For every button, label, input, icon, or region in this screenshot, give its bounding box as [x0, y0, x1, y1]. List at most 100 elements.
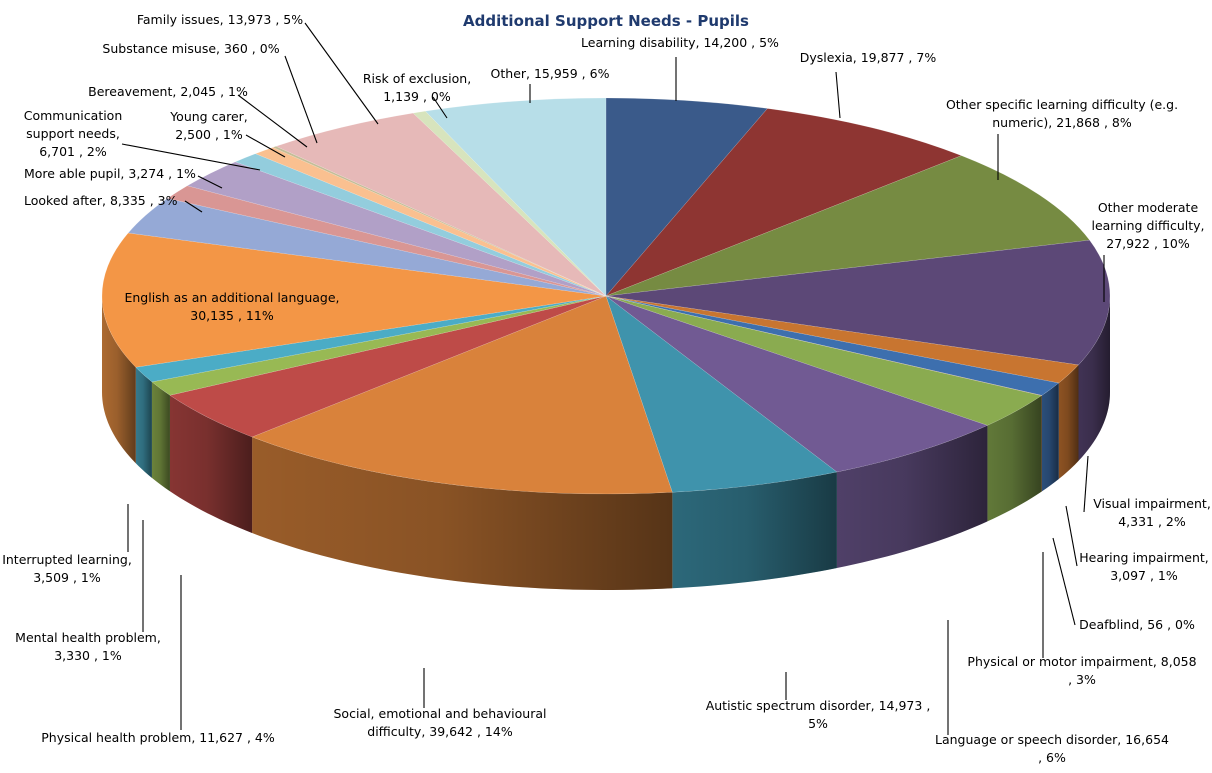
- data-label-line: Risk of exclusion,: [363, 71, 471, 86]
- data-label-line: 4,331 , 2%: [1118, 514, 1186, 529]
- data-label-physical-health-problem: Physical health problem, 11,627 , 4%: [41, 730, 275, 745]
- pie-slice-communication-support-needs: [186, 161, 607, 297]
- leader-line-looked-after: [184, 200, 203, 213]
- pie-slice-bereavement: [255, 147, 607, 297]
- pie-slice-physical-health-problem: [169, 295, 607, 438]
- data-label-line: Other specific learning difficulty (e.g.: [946, 97, 1178, 112]
- pie-slice-interrupted-learning: [135, 295, 607, 383]
- data-label-deafblind: Deafblind, 56 , 0%: [1079, 617, 1195, 632]
- leader-line-dyslexia: [835, 71, 841, 119]
- data-label-line: Visual impairment,: [1093, 496, 1211, 511]
- pie-slice-language-or-speech-disorder: [605, 295, 988, 473]
- data-label-language-or-speech-disorder: Language or speech disorder, 16,654 , 6%: [935, 732, 1169, 765]
- data-label-social-emotional-and-behavioural-difficulty: Social, emotional and behavioural difficu…: [334, 706, 547, 739]
- data-label-communication-support-needs: Communication support needs, 6,701 , 2%: [24, 108, 123, 159]
- data-label-line: numeric), 21,868 , 8%: [992, 115, 1132, 130]
- data-label-line: 27,922 , 10%: [1106, 236, 1190, 251]
- pie-slice-mental-health-problem: [151, 295, 607, 396]
- data-label-line: Interrupted learning,: [2, 552, 132, 567]
- data-label-line: difficulty, 39,642 , 14%: [367, 724, 513, 739]
- data-label-line: Family issues, 13,973 , 5%: [137, 12, 303, 27]
- pie-side-physical-health-problem-shade: [169, 395, 253, 533]
- leader-line-young-carer: [245, 134, 286, 158]
- leader-line-communication-support-needs: [121, 143, 261, 171]
- data-label-line: Hearing impairment,: [1079, 550, 1209, 565]
- data-label-risk-of-exclusion: Risk of exclusion, 1,139 , 0%: [363, 71, 471, 104]
- data-label-line: Other, 15,959 , 6%: [491, 66, 610, 81]
- data-label-line: 3,097 , 1%: [1110, 568, 1178, 583]
- data-label-line: Substance misuse, 360 , 0%: [102, 41, 279, 56]
- data-label-other-specific-learning-difficulty-e-g-numeric: Other specific learning difficulty (e.g.…: [946, 97, 1178, 130]
- data-label-line: learning difficulty,: [1091, 218, 1204, 233]
- chart-title: Additional Support Needs - Pupils: [463, 12, 749, 30]
- pie-slice-visual-impairment: [605, 295, 1079, 384]
- pie-slice-other: [424, 97, 607, 297]
- pie-slice-other-moderate-learning-difficulty: [605, 239, 1111, 366]
- leader-line-substance-misuse: [284, 55, 318, 144]
- leader-line-visual-impairment: [1083, 455, 1089, 513]
- data-label-line: Physical health problem, 11,627 , 4%: [41, 730, 275, 745]
- pie-slice-learning-disability: [605, 97, 768, 297]
- pie-slice-other-specific-learning-difficulty-e-g-numeric: [605, 155, 1090, 297]
- data-label-line: 1,139 , 0%: [383, 89, 451, 104]
- pie-side-physical-or-motor-impairment-shade: [987, 395, 1042, 522]
- pie-side-visual-impairment-shade: [1058, 364, 1079, 479]
- pie-side-language-or-speech-disorder-shade: [836, 425, 988, 568]
- data-label-line: , 3%: [1068, 672, 1096, 687]
- leader-line-risk-of-exclusion: [432, 96, 448, 119]
- data-label-english-as-an-additional-language: English as an additional language, 30,135…: [124, 290, 339, 323]
- data-label-autistic-spectrum-disorder: Autistic spectrum disorder, 14,973 , 5%: [706, 698, 931, 731]
- pie-side-mental-health-problem-shade: [151, 381, 170, 492]
- data-label-line: 3,330 , 1%: [54, 648, 122, 663]
- data-label-visual-impairment: Visual impairment, 4,331 , 2%: [1093, 496, 1211, 529]
- data-label-mental-health-problem: Mental health problem, 3,330 , 1%: [15, 630, 161, 663]
- data-label-line: Young carer,: [169, 109, 248, 124]
- data-label-more-able-pupil: More able pupil, 3,274 , 1%: [24, 166, 196, 181]
- data-label-hearing-impairment: Hearing impairment, 3,097 , 1%: [1079, 550, 1209, 583]
- data-label-dyslexia: Dyslexia, 19,877 , 7%: [800, 50, 937, 65]
- pie-slice-deafblind: [605, 295, 1043, 396]
- pie-slice-hearing-impairment: [605, 295, 1060, 396]
- data-label-line: support needs,: [26, 126, 120, 141]
- data-label-line: Dyslexia, 19,877 , 7%: [800, 50, 937, 65]
- data-label-physical-or-motor-impairment: Physical or motor impairment, 8,058 , 3%: [967, 654, 1196, 687]
- pie-slice-looked-after: [127, 198, 607, 297]
- pie-side-autistic-spectrum-disorder-shade: [672, 472, 837, 589]
- pie-slice-physical-or-motor-impairment: [605, 295, 1043, 426]
- data-label-line: Mental health problem,: [15, 630, 161, 645]
- pie-sides: [102, 296, 1110, 590]
- pie-slice-dyslexia: [605, 108, 962, 297]
- data-label-line: Autistic spectrum disorder, 14,973 ,: [706, 698, 931, 713]
- data-label-line: Other moderate: [1098, 200, 1199, 215]
- data-label-line: Bereavement, 2,045 , 1%: [88, 84, 248, 99]
- leader-line-bereavement: [237, 94, 308, 148]
- data-label-young-carer: Young carer, 2,500 , 1%: [169, 109, 248, 142]
- pie-top: [101, 97, 1111, 495]
- pie-slice-social-emotional-and-behavioural-difficulty: [251, 295, 673, 495]
- data-label-line: 6,701 , 2%: [39, 144, 107, 159]
- data-label-other-moderate-learning-difficulty: Other moderate learning difficulty, 27,922…: [1091, 200, 1204, 251]
- pie-slice-substance-misuse: [272, 146, 607, 297]
- data-label-bereavement: Bereavement, 2,045 , 1%: [88, 84, 248, 99]
- pie-slice-young-carer: [234, 153, 607, 297]
- data-label-line: 3,509 , 1%: [33, 570, 101, 585]
- pie-side-hearing-impairment-shade: [1041, 383, 1059, 492]
- data-label-line: Language or speech disorder, 16,654: [935, 732, 1169, 747]
- pie-side-other-moderate-learning-difficulty-shade: [1078, 296, 1110, 461]
- pie-slice-risk-of-exclusion: [412, 110, 607, 297]
- data-label-line: , 6%: [1038, 750, 1066, 765]
- leader-line-deafblind: [1052, 537, 1076, 626]
- data-label-line: 5%: [808, 716, 828, 731]
- data-label-line: Social, emotional and behavioural: [334, 706, 547, 721]
- data-label-line: More able pupil, 3,274 , 1%: [24, 166, 196, 181]
- leader-line-family-issues: [304, 22, 379, 125]
- pie-side-interrupted-learning-shade: [135, 367, 152, 478]
- data-label-line: Communication: [24, 108, 123, 123]
- data-label-other: Other, 15,959 , 6%: [491, 66, 610, 81]
- data-label-line: Learning disability, 14,200 , 5%: [581, 35, 779, 50]
- data-label-line: Looked after, 8,335 , 3%: [24, 193, 178, 208]
- data-label-learning-disability: Learning disability, 14,200 , 5%: [581, 35, 779, 50]
- data-label-interrupted-learning: Interrupted learning, 3,509 , 1%: [2, 552, 132, 585]
